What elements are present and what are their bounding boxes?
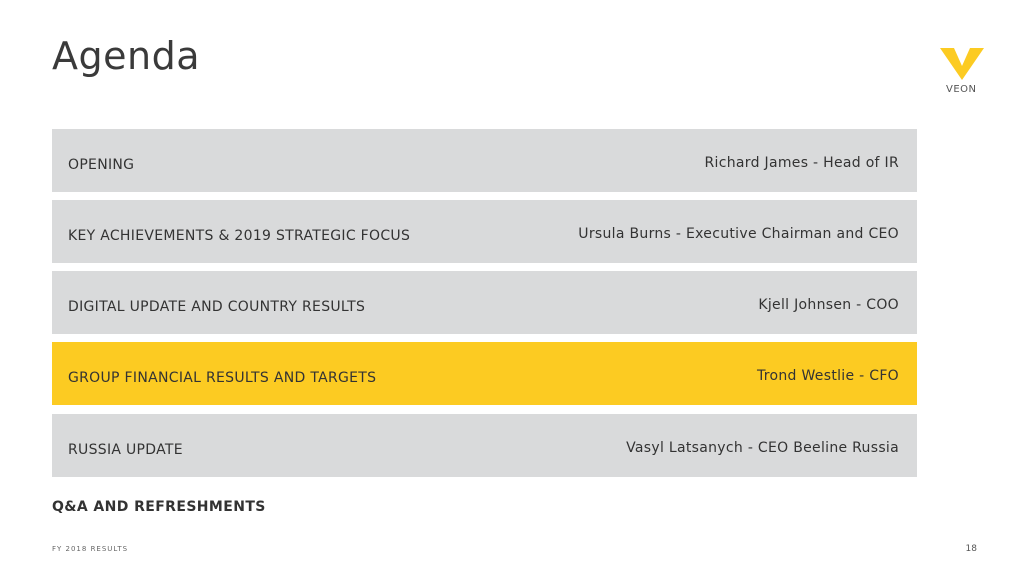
page-number: 18: [965, 544, 977, 554]
agenda-row: KEY ACHIEVEMENTS & 2019 STRATEGIC FOCUS …: [52, 200, 917, 263]
footer-label: FY 2018 RESULTS: [52, 545, 129, 553]
agenda-speaker: Vasyl Latsanych - CEO Beeline Russia: [626, 440, 899, 456]
logo-text: VEON: [946, 84, 977, 95]
agenda-topic: KEY ACHIEVEMENTS & 2019 STRATEGIC FOCUS: [68, 228, 411, 244]
agenda-speaker: Richard James - Head of IR: [704, 155, 899, 171]
agenda-topic: DIGITAL UPDATE AND COUNTRY RESULTS: [68, 299, 366, 315]
page-title: Agenda: [52, 34, 200, 78]
agenda-row: RUSSIA UPDATE Vasyl Latsanych - CEO Beel…: [52, 414, 917, 477]
agenda-row: OPENING Richard James - Head of IR: [52, 129, 917, 192]
agenda-speaker: Ursula Burns - Executive Chairman and CE…: [578, 226, 899, 242]
agenda-topic: RUSSIA UPDATE: [68, 442, 183, 458]
agenda-speaker: Trond Westlie - CFO: [756, 368, 899, 384]
agenda-topic: GROUP FINANCIAL RESULTS AND TARGETS: [68, 370, 377, 386]
agenda-row: DIGITAL UPDATE AND COUNTRY RESULTS Kjell…: [52, 271, 917, 334]
closing-item: Q&A AND REFRESHMENTS: [52, 499, 266, 515]
veon-logo: [940, 48, 984, 80]
agenda-topic: OPENING: [68, 157, 135, 173]
agenda-row-highlighted: GROUP FINANCIAL RESULTS AND TARGETS Tron…: [52, 342, 917, 405]
agenda-speaker: Kjell Johnsen - COO: [758, 297, 899, 313]
